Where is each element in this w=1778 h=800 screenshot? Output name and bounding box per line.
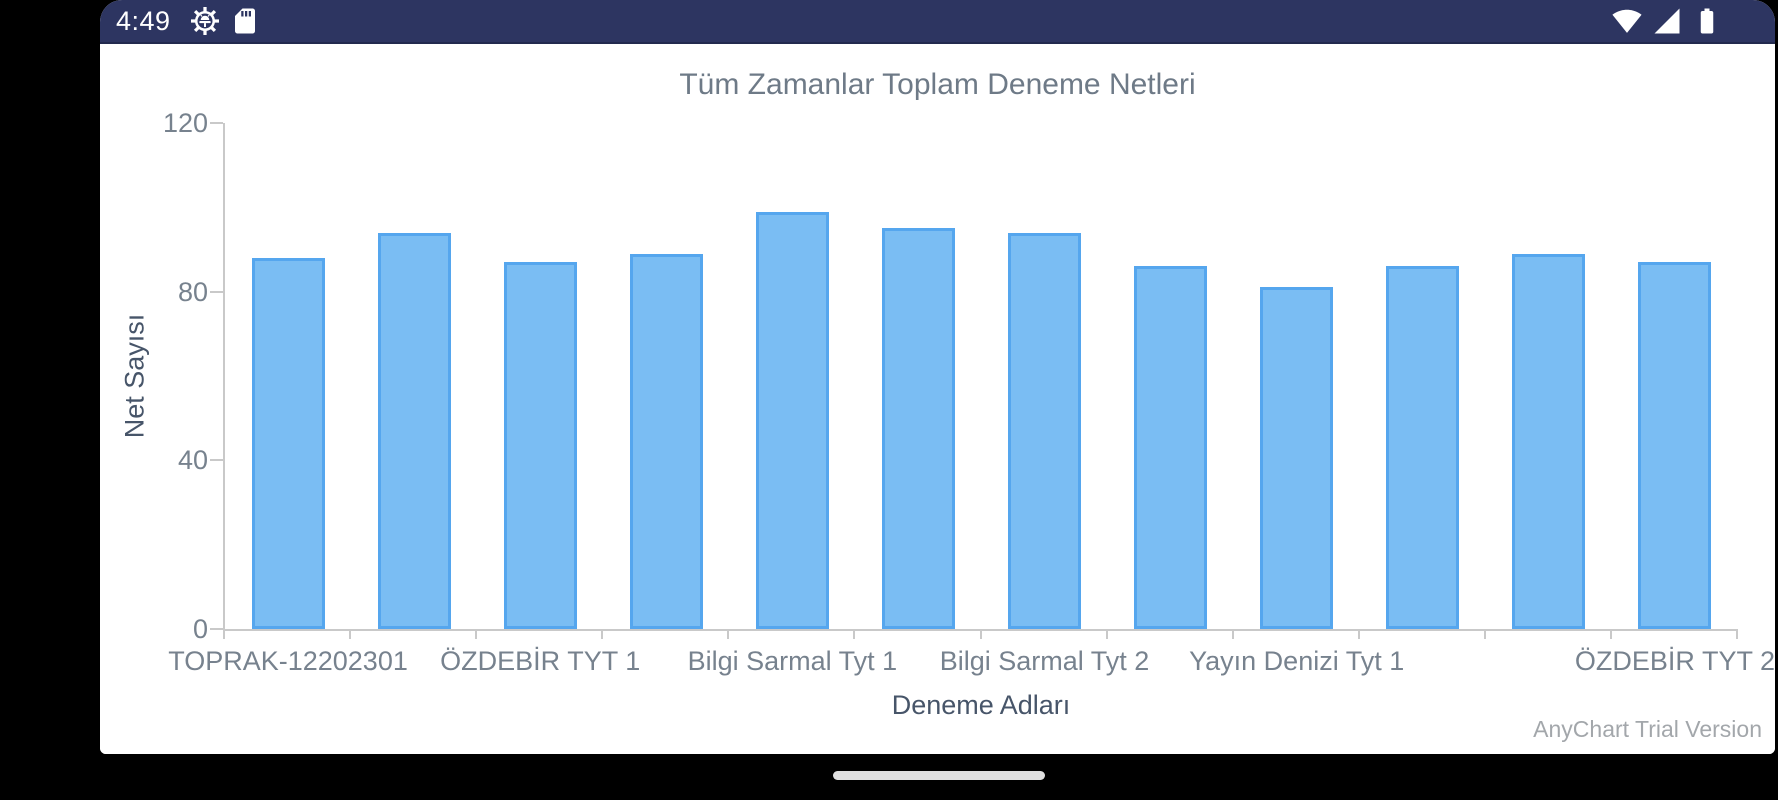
y-tick-label: 80 xyxy=(177,276,208,307)
bar[interactable] xyxy=(503,262,577,629)
y-axis-title: Net Sayısı xyxy=(119,313,150,439)
y-tick-label: 40 xyxy=(177,445,208,476)
bar[interactable] xyxy=(251,257,325,629)
wifi-icon xyxy=(1612,6,1642,36)
bar[interactable] xyxy=(1512,253,1586,629)
battery-icon xyxy=(1692,6,1722,36)
y-axis-tick xyxy=(210,290,223,293)
x-axis-tick xyxy=(1736,630,1738,639)
x-category-label: ÖZDEBİR TYT 2 xyxy=(1574,646,1775,676)
device-screen: 4:49 xyxy=(100,0,1775,754)
bar[interactable] xyxy=(1134,266,1208,629)
x-axis-tick xyxy=(727,630,730,639)
x-axis-tick xyxy=(853,630,856,639)
x-category-label: Yayın Denizi Tyt 1 xyxy=(1189,646,1405,676)
y-axis-line xyxy=(223,123,225,631)
bar[interactable] xyxy=(881,228,955,629)
x-category-label: TOPRAK-12202301 xyxy=(168,646,408,676)
clock: 4:49 xyxy=(116,5,171,36)
home-pill[interactable] xyxy=(833,771,1045,780)
status-bar: 4:49 xyxy=(100,0,1775,44)
bar[interactable] xyxy=(1638,262,1712,629)
x-axis-tick xyxy=(1609,630,1612,639)
trial-watermark: AnyChart Trial Version xyxy=(1533,716,1762,742)
x-category-label: ÖZDEBİR TYT 1 xyxy=(440,646,641,676)
x-axis-tick xyxy=(1231,630,1234,639)
y-tick-label: 120 xyxy=(162,108,208,138)
x-axis-tick xyxy=(1357,630,1360,639)
chart-title: Tüm Zamanlar Toplam Deneme Netleri xyxy=(679,68,1196,101)
x-axis-tick xyxy=(979,630,982,639)
x-axis-tick xyxy=(1105,630,1108,639)
x-axis-tick xyxy=(1483,630,1486,639)
sd-card-icon xyxy=(230,6,260,36)
y-tick-label: 0 xyxy=(192,614,208,644)
x-axis-tick xyxy=(349,630,352,639)
bar[interactable] xyxy=(755,211,829,629)
bar[interactable] xyxy=(1008,232,1082,629)
x-axis-title: Deneme Adları xyxy=(891,690,1071,720)
x-category-label: Bilgi Sarmal Tyt 2 xyxy=(939,646,1150,676)
y-axis-tick xyxy=(210,459,223,462)
android-setup-gear-icon xyxy=(190,6,220,36)
bar[interactable] xyxy=(377,232,451,629)
bar[interactable] xyxy=(629,253,703,629)
cell-signal-icon xyxy=(1652,6,1682,36)
x-axis-tick xyxy=(475,630,478,639)
bar[interactable] xyxy=(1260,287,1334,629)
y-axis-tick xyxy=(210,628,223,630)
column-chart: Tüm Zamanlar Toplam Deneme Netleri Net S… xyxy=(100,44,1775,754)
navigation-bar xyxy=(0,754,1778,800)
x-category-label: Bilgi Sarmal Tyt 1 xyxy=(687,646,898,676)
y-axis-tick xyxy=(210,122,223,124)
bar[interactable] xyxy=(1386,266,1460,629)
x-axis-tick xyxy=(601,630,604,639)
x-axis-tick xyxy=(223,630,225,639)
